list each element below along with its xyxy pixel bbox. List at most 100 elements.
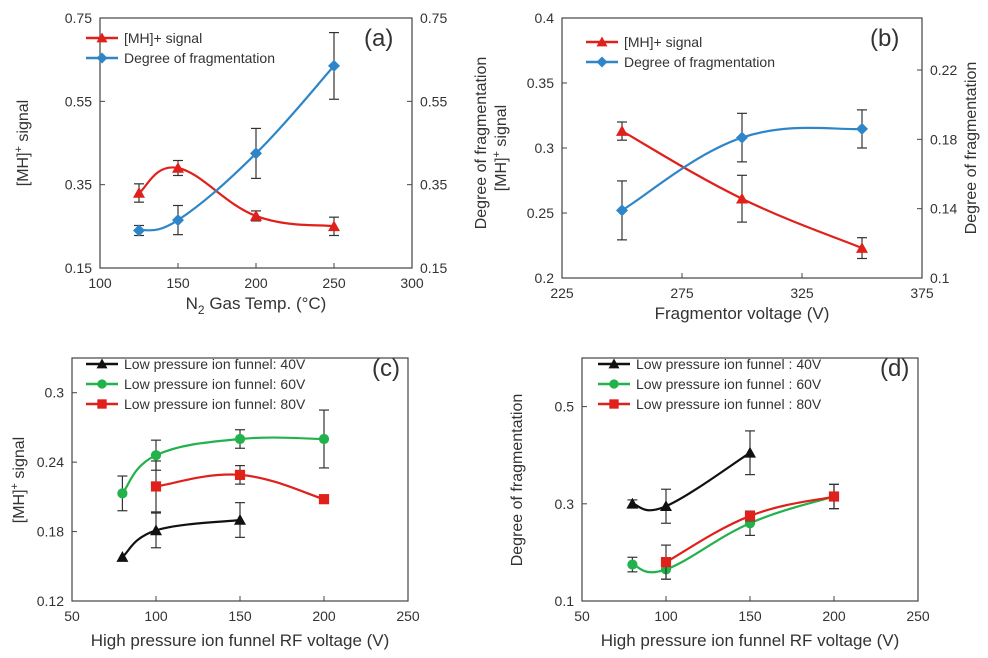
data-point <box>616 125 628 136</box>
data-point <box>234 514 246 525</box>
series-line <box>632 451 751 512</box>
data-point <box>172 214 184 227</box>
y-axis-label: [MH]+ signal <box>491 105 510 191</box>
data-point <box>172 162 184 173</box>
y-tick-label: 0.75 <box>65 10 92 26</box>
y2-tick-label: 0.1 <box>930 270 950 286</box>
data-point <box>133 187 145 198</box>
x-axis-label-rest: Gas Temp. (°C) <box>205 294 327 313</box>
data-point <box>660 500 672 512</box>
x-tick-label: 200 <box>822 608 846 624</box>
y-tick-label: 0.25 <box>527 205 554 221</box>
x-axis-label: High pressure ion funnel RF voltage (V) <box>91 631 390 650</box>
y2-axis-label: Degree of fragmentation <box>473 57 490 230</box>
data-point <box>328 59 340 72</box>
legend-label: Degree of fragmentation <box>124 50 275 66</box>
data-point <box>744 510 756 522</box>
data-point <box>150 524 162 536</box>
data-point <box>234 433 246 445</box>
series-line <box>138 65 335 232</box>
y2-tick-label: 0.75 <box>420 10 447 26</box>
legend-label: Degree of fragmentation <box>624 54 775 70</box>
legend-label: [MH]+ signal <box>624 34 702 50</box>
x-tick-label: 50 <box>64 608 80 624</box>
x-tick-label: 150 <box>738 608 762 624</box>
panel-label: (c) <box>372 355 400 382</box>
panel-d: 50 100 150 200 250 0.1 0.3 0.5 High pressure ion… <box>509 355 930 650</box>
data-point <box>133 224 145 237</box>
y-tick-label: 0.35 <box>527 75 554 91</box>
y2-tick-label: 0.35 <box>420 177 447 193</box>
data-point <box>627 559 638 570</box>
panel-label: (b) <box>870 25 899 52</box>
y-tick-label: 0.2 <box>535 270 555 286</box>
panel-c: 50 100 150 200 250 0.12 0.18 0.24 0.3 High pressu… <box>9 355 420 650</box>
y-tick-label: 0.3 <box>555 496 575 512</box>
x-tick-label: 200 <box>312 608 336 624</box>
legend-marker <box>96 32 108 43</box>
legend-marker <box>596 36 608 47</box>
series-line <box>121 436 325 495</box>
y-axis-label-sup: + <box>13 146 25 152</box>
y-axis-label-rest: signal <box>11 437 28 483</box>
y2-tick-label: 0.55 <box>420 93 447 109</box>
y-axis-label-rest: signal <box>15 100 32 146</box>
panel-label: (d) <box>880 355 909 382</box>
data-point <box>318 433 330 445</box>
legend-marker <box>96 358 108 369</box>
x-axis-label-main: N <box>186 294 198 313</box>
series-1 <box>133 31 340 237</box>
y-axis-label-rest: signal <box>493 105 510 151</box>
panel-a: 100 150 200 250 3000.150.350.550.750.150.350… <box>13 10 490 317</box>
legend-label: Low pressure ion funnel : 60V <box>636 376 822 392</box>
y-tick-label: 0.3 <box>45 385 65 401</box>
y-tick-label: 0.4 <box>535 10 555 26</box>
legend-marker <box>609 399 619 409</box>
x-axis-label-main: High pressure ion funnel RF voltage (V) <box>91 631 390 650</box>
data-point <box>626 497 639 509</box>
legend-marker <box>608 358 620 369</box>
data-point <box>150 450 162 461</box>
y2-axis-label: Degree of fragmentation <box>963 62 980 235</box>
x-tick-label: 300 <box>400 275 424 291</box>
data-point <box>150 481 162 492</box>
y-tick-label: 0.55 <box>65 93 92 109</box>
legend-marker <box>596 56 608 68</box>
y-tick-label: 0.5 <box>555 399 575 415</box>
x-axis-label: High pressure ion funnel RF voltage (V) <box>601 631 900 650</box>
data-point <box>856 242 868 253</box>
data-point <box>234 469 246 480</box>
legend-label: [MH]+ signal <box>124 30 202 46</box>
series-1 <box>117 409 330 512</box>
data-point <box>856 122 868 135</box>
series-0 <box>616 121 868 260</box>
series-2 <box>660 483 840 580</box>
legend-label: Low pressure ion funnel : 80V <box>636 396 822 412</box>
series-0 <box>626 430 756 524</box>
y2-tick-label: 0.22 <box>930 62 957 78</box>
x-tick-label: 50 <box>574 608 590 624</box>
legend-marker <box>97 379 107 389</box>
y-tick-label: 0.1 <box>555 593 575 609</box>
x-axis-label-main: Fragmentor voltage (V) <box>655 304 830 323</box>
x-tick-label: 250 <box>906 608 930 624</box>
y-axis-label: Degree of fragmentation <box>509 394 526 567</box>
x-tick-label: 275 <box>670 285 694 301</box>
y-axis-label-sup: + <box>491 151 503 157</box>
legend-label: Low pressure ion funnel : 40V <box>636 356 822 372</box>
x-axis-label: Fragmentor voltage (V) <box>655 304 830 323</box>
data-point <box>117 488 128 499</box>
x-tick-label: 250 <box>322 275 346 291</box>
panel-label: (a) <box>364 25 393 52</box>
series-1 <box>616 109 868 241</box>
y2-tick-label: 0.14 <box>930 201 957 217</box>
data-point <box>250 147 262 160</box>
series-line <box>632 495 835 574</box>
data-point <box>250 209 262 221</box>
legend-label: Low pressure ion funnel: 60V <box>124 376 306 392</box>
x-tick-label: 100 <box>144 608 168 624</box>
x-tick-label: 100 <box>88 275 112 291</box>
x-tick-label: 250 <box>396 608 420 624</box>
y-axis-label: [MH]+ signal <box>9 437 28 523</box>
